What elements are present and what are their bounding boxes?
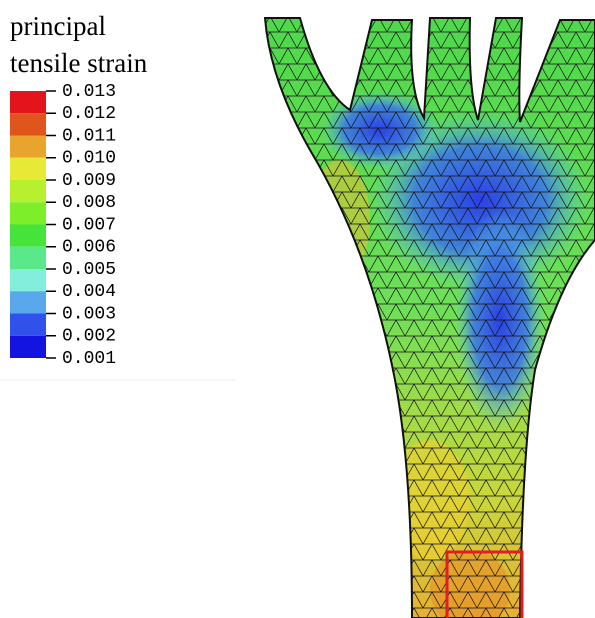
legend-swatch [10, 291, 46, 313]
legend-swatch [10, 225, 46, 247]
legend-swatch [10, 269, 46, 291]
legend-swatch [10, 314, 46, 336]
legend-tick-label: 0.005 [62, 260, 116, 280]
legend-swatch [10, 91, 46, 113]
legend-tick-label: 0.001 [62, 349, 116, 369]
legend-swatch [10, 113, 46, 135]
legend-tick-label: 0.008 [62, 193, 116, 213]
strain-contour [250, 0, 595, 618]
legend-tick-label: 0.011 [62, 126, 116, 146]
legend-tick-label: 0.006 [62, 238, 116, 258]
figure: principal tensile strain 0.0130.0120.011… [0, 0, 595, 618]
legend-swatch [10, 158, 46, 180]
legend-title: principal [10, 11, 106, 41]
legend-tick-label: 0.007 [62, 215, 116, 235]
legend-tick-label: 0.013 [62, 82, 116, 102]
legend-tick-label: 0.010 [62, 149, 116, 169]
legend-swatch [10, 336, 46, 358]
legend-tick-label: 0.002 [62, 327, 116, 347]
legend-tick-label: 0.004 [62, 282, 116, 302]
legend-tick-label: 0.003 [62, 304, 116, 324]
legend-title: tensile strain [10, 48, 148, 78]
legend-swatch [10, 247, 46, 269]
legend-swatch [10, 136, 46, 158]
legend-tick-label: 0.012 [62, 104, 116, 124]
legend-swatch [10, 180, 46, 202]
legend-swatch [10, 202, 46, 224]
legend-tick-label: 0.009 [62, 171, 116, 191]
